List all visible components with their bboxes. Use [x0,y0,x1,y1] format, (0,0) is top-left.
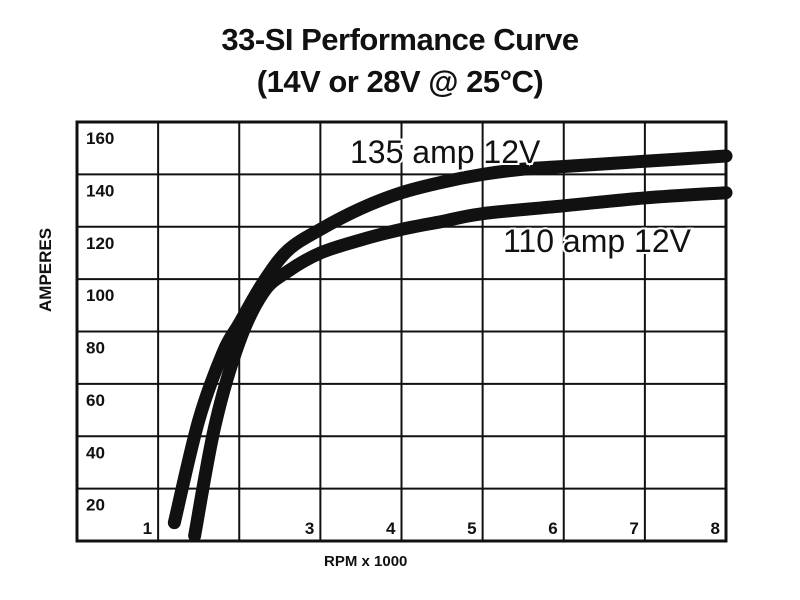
grid [77,122,726,541]
y-tick-label: 120 [86,234,114,253]
x-tick-label: 7 [629,519,638,538]
series-line-2 [188,186,733,543]
x-axis-label: RPM x 1000 [324,553,408,570]
plot-frame [75,120,728,543]
y-tick-label: 160 [86,129,114,148]
y-tick-label: 60 [86,391,105,410]
y-tick-label: 100 [86,286,114,305]
x-tick-label: 1 [143,519,152,538]
series-line-1 [167,149,733,530]
chart-subtitle: (14V or 28V @ 25°C) [256,64,544,99]
series-label-1: 135 amp 12V [350,134,541,170]
y-tick-label: 80 [86,339,105,358]
x-tick-label: 3 [305,519,314,538]
y-tick-label: 40 [86,443,105,462]
plot-border [75,120,728,543]
series-labels: 135 amp 12V 110 amp 12V [348,132,694,261]
chart-title: 33-SI Performance Curve [221,22,579,57]
x-tick-labels: 1 3 4 5 6 7 8 [143,519,720,538]
y-tick-labels: 20 40 60 80 100 120 140 160 [86,129,114,515]
x-tick-label: 4 [386,519,396,538]
x-tick-label: 6 [548,519,557,538]
x-tick-label: 5 [467,519,476,538]
y-tick-label: 140 [86,181,114,200]
series-lines [167,149,733,543]
x-tick-label: 8 [711,519,720,538]
y-axis-label: AMPERES [36,227,55,312]
y-tick-label: 20 [86,496,105,515]
series-label-2: 110 amp 12V [503,223,692,259]
